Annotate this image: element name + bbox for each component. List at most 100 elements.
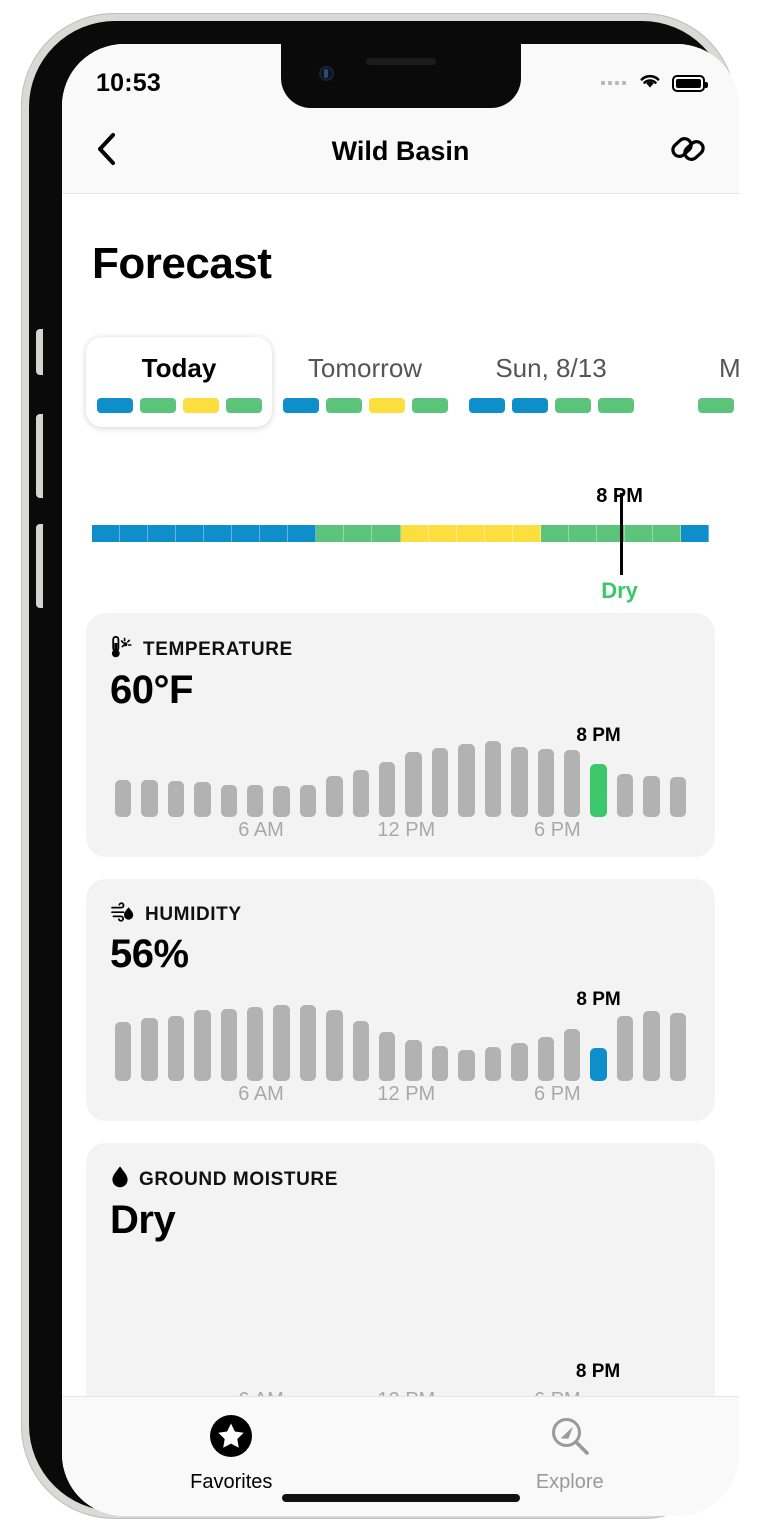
card-humidity[interactable]: HUMIDITY 56% 8 PM 6 AM 12 PM 6 PM: [86, 879, 715, 1121]
day-timeline[interactable]: 8 PM Dry: [62, 473, 739, 603]
chart-bar: [352, 1021, 370, 1081]
page-title-nav: Wild Basin: [331, 136, 470, 166]
chart-bar: [194, 782, 211, 817]
chart-bar-highlighted: [590, 1048, 607, 1081]
timeline-segments: [92, 525, 709, 542]
day-tab-mo[interactable]: Mo: [644, 337, 739, 427]
axis-tick-label: 12 PM: [377, 1083, 436, 1105]
tab-favorites[interactable]: Favorites: [141, 1413, 321, 1494]
day-tab-tomorrow[interactable]: Tomorrow: [272, 337, 458, 427]
status-indicators: [601, 71, 708, 95]
timeline-segment: [512, 525, 541, 542]
axis-tick-label: 6 PM: [534, 819, 581, 841]
phone-frame: 10:53: [22, 14, 739, 1518]
timeline-segment: [260, 525, 289, 542]
chart-bar: [220, 1008, 238, 1081]
chart-bar: [167, 1015, 185, 1081]
condition-pill: [225, 398, 262, 413]
chart-bar: [167, 781, 185, 817]
chart-bar: [247, 784, 264, 817]
axis-tick-label: 12 PM: [377, 819, 436, 841]
chart-bar: [405, 1040, 422, 1081]
battery-full-icon: [672, 74, 708, 92]
chart-axis: 6 AM 12 PM 6 PM: [110, 819, 691, 843]
timeline-segment: [680, 525, 709, 542]
chart-bar: [299, 784, 317, 817]
timeline-marker: 8 PM: [596, 485, 643, 575]
axis-tick-label: 6 AM: [238, 1083, 284, 1105]
timeline-status-label: Dry: [601, 578, 638, 603]
chart-bar: [326, 1010, 343, 1081]
chart-bar: [537, 748, 554, 817]
tab-label: Favorites: [190, 1471, 273, 1493]
chevron-left-icon: [98, 133, 115, 165]
chart-marker-label: 8 PM: [576, 725, 621, 746]
condition-pill: [597, 398, 634, 413]
scroll-content[interactable]: Forecast Today Tomorrow Sun, 8/13 Mo 8 PM D…: [62, 194, 739, 1516]
timeline-segment: [596, 525, 625, 542]
condition-pill: [96, 398, 133, 413]
timeline-segment: [400, 525, 429, 542]
day-tab-label: Tomorrow: [307, 353, 423, 383]
chart-bar: [616, 1015, 634, 1081]
chart-bar: [379, 1031, 396, 1081]
humidity-droplet-icon: [110, 901, 136, 928]
timeline-segment: [652, 525, 681, 542]
tab-explore[interactable]: Explore: [480, 1413, 660, 1494]
chart-marker-label: 8 PM: [576, 989, 621, 1010]
card-label: GROUND MOISTURE: [139, 1168, 338, 1190]
card-label: TEMPERATURE: [143, 638, 293, 660]
condition-pill: [511, 398, 548, 413]
chart-bar: [273, 785, 290, 817]
day-tab-pills: [86, 398, 272, 413]
chart-bar: [458, 744, 475, 817]
condition-pill: [468, 398, 505, 413]
back-button[interactable]: [88, 128, 126, 175]
nav-bar: Wild Basin: [62, 110, 739, 194]
volume-up-button[interactable]: [36, 414, 43, 498]
day-tab-strip[interactable]: Today Tomorrow Sun, 8/13 Mo: [62, 337, 739, 427]
page-heading: Forecast: [92, 239, 272, 288]
timeline-segment: [344, 525, 373, 542]
card-header: TEMPERATURE: [110, 635, 691, 664]
chart-bar: [273, 1004, 290, 1081]
day-tab-sun-8-13[interactable]: Sun, 8/13: [458, 337, 644, 427]
chart-bar: [299, 1004, 317, 1081]
timeline-segment: [624, 525, 653, 542]
timeline-segment: [484, 525, 513, 542]
chart-bars: [110, 1003, 691, 1081]
day-tab-today[interactable]: Today: [86, 337, 272, 427]
condition-pill: [325, 398, 362, 413]
chart-bar: [405, 752, 422, 817]
timeline-segment: [456, 525, 485, 542]
wifi-icon: [637, 71, 663, 95]
chart-bar: [669, 1012, 686, 1081]
tab-label: Explore: [535, 1471, 604, 1493]
day-tab-pills: [272, 398, 458, 413]
chart-bar: [484, 740, 502, 817]
status-time: 10:53: [96, 68, 161, 97]
card-value: Dry: [110, 1198, 176, 1242]
home-indicator[interactable]: [281, 1494, 520, 1502]
card-temperature[interactable]: TEMPERATURE 60°F 8 PM 6 AM 12 PM 6 PM: [86, 613, 715, 857]
chart-bar: [379, 762, 396, 817]
timeline-marker-label: 8 PM: [596, 485, 643, 507]
chart-bar: [326, 776, 343, 817]
card-header: GROUND MOISTURE: [110, 1165, 691, 1194]
chart-bar: [643, 1011, 660, 1081]
silent-switch[interactable]: [36, 329, 43, 375]
condition-pill: [554, 398, 591, 413]
timeline-segment: [204, 525, 233, 542]
share-link-button[interactable]: [663, 124, 713, 179]
condition-pill: [182, 398, 219, 413]
metric-card-list: TEMPERATURE 60°F 8 PM 6 AM 12 PM 6 PM HUMIDITY…: [62, 613, 739, 1427]
timeline-segment: [148, 525, 177, 542]
chart-bar: [431, 1045, 449, 1081]
condition-pill: [697, 398, 734, 413]
card-chart: 8 PM 6 AM 12 PM 6 PM: [110, 725, 691, 841]
volume-down-button[interactable]: [36, 524, 43, 608]
chart-bar: [511, 746, 528, 817]
timeline-segment: [92, 525, 121, 542]
timeline-segment: [372, 525, 401, 542]
